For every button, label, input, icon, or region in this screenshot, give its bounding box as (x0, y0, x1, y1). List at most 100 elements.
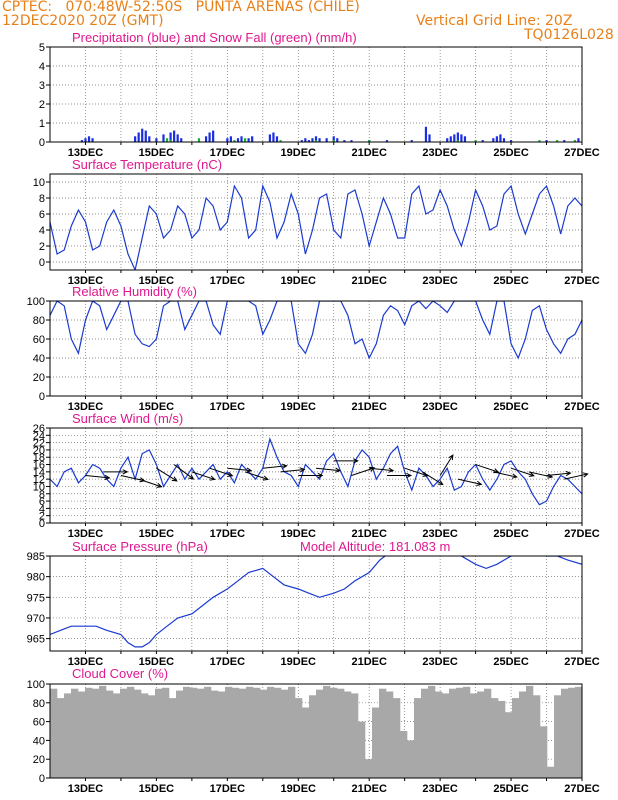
cloud-bar (442, 693, 450, 778)
pressure-title: Surface Pressure (hPa) (72, 539, 208, 554)
wind-xtick-label: 13DEC (68, 528, 104, 540)
wind-arrow (439, 454, 454, 476)
precip-bar (456, 132, 459, 142)
cloud-bar (526, 685, 534, 778)
cloud-bar (316, 689, 324, 778)
precip-panel: 0 1 2 3 4 5 13DEC 15DEC 17DEC 19DEC 21DEC 23DEC 25DE… (39, 30, 600, 159)
snow-bar (368, 140, 371, 142)
wind-arrow-shaft (85, 475, 110, 479)
wind-arrow-shaft (351, 467, 375, 476)
cloud-bar (106, 690, 114, 778)
wind-arrow-head (156, 482, 163, 488)
temp-frame (49, 173, 583, 271)
precip-bar (208, 132, 211, 142)
temp-ytick-label: 6 (39, 209, 45, 221)
cloud-bar (253, 687, 261, 778)
cloud-bar (218, 691, 226, 778)
precip-bar (343, 140, 346, 142)
wind-arrow-head (246, 467, 253, 473)
precip-xtick-label: 21DEC (351, 147, 387, 159)
cloud-title: Cloud Cover (%) (72, 666, 168, 681)
temp-xtick-label: 19DEC (281, 275, 317, 287)
precip-bar (91, 138, 94, 142)
cloud-bar (176, 690, 184, 778)
wind-arrow (227, 467, 253, 473)
wind-arrow (156, 467, 178, 482)
wind-arrow-shaft (439, 454, 454, 476)
wind-arrow (510, 467, 535, 477)
wind-arrow-head (262, 475, 269, 481)
temp-x-axis: 13DEC 15DEC 17DEC 19DEC 21DEC 23DEC 25DEC 27DEC (68, 270, 600, 287)
temp-xtick-label: 13DEC (68, 275, 104, 287)
wind-arrow (369, 467, 395, 473)
cloud-bar (470, 693, 478, 778)
wind-arrow-head (299, 467, 306, 473)
wind-arrow (546, 470, 572, 477)
precip-bar (304, 138, 307, 142)
snow-bar (573, 140, 577, 142)
cloud-bar (575, 686, 583, 778)
wind-arrow-head (476, 480, 483, 486)
wind-ytick-label: 6 (39, 496, 45, 508)
cloud-bar (372, 707, 380, 778)
wind-arrow (280, 467, 306, 473)
cloud-bar (57, 698, 65, 778)
precip-bar (577, 138, 580, 142)
temp-xtick-label: 23DEC (422, 275, 458, 287)
rh-grid (50, 301, 582, 396)
precip-bar (314, 136, 318, 142)
precip-series-1 (165, 138, 577, 142)
cloud-bar (323, 685, 331, 778)
precip-bar (236, 138, 240, 142)
rh-xtick-label: 17DEC (210, 401, 246, 413)
precip-y-axis: 0 1 2 3 4 5 (39, 42, 50, 149)
snow-bar (243, 138, 247, 142)
wind-arrow-head (335, 467, 342, 473)
precip-bar (410, 140, 413, 142)
cloud-bar (239, 688, 247, 778)
cloud-bar (554, 695, 562, 778)
cloud-bar (99, 685, 107, 778)
precip-bar (229, 136, 232, 142)
cloud-xtick-label: 21DEC (351, 783, 387, 795)
cloud-bar (78, 691, 86, 778)
precip-bar (148, 136, 151, 142)
precip-bar (180, 138, 183, 142)
rh-y-axis: 0 20 40 60 80 100 (27, 296, 50, 403)
temp-xtick-label: 17DEC (210, 275, 246, 287)
wind-xtick-label: 27DEC (564, 528, 600, 540)
temp-ytick-label: 10 (33, 177, 45, 189)
precip-ytick-label: 5 (39, 42, 45, 54)
cloud-bar (50, 688, 58, 778)
precip-bar (424, 126, 428, 142)
wind-title: Surface Wind (m/s) (72, 411, 183, 426)
cloud-bar (421, 688, 429, 778)
rh-xtick-label: 13DEC (68, 401, 104, 413)
precip-bar (453, 134, 456, 142)
cloud-x-axis: 13DEC 15DEC 17DEC 19DEC 21DEC 23DEC 25DEC 27DEC (68, 778, 600, 795)
cloud-bar (211, 690, 219, 778)
cloud-frame (49, 683, 583, 779)
cloud-bar (85, 687, 93, 778)
precip-bar (204, 136, 208, 142)
temp-xtick-label: 25DEC (493, 275, 529, 287)
precip-bar (350, 140, 353, 142)
pressure-ytick-label: 985 (27, 551, 45, 563)
precip-bar (226, 138, 229, 142)
snow-bar (165, 138, 169, 142)
temp-title: Surface Temperature (nC) (72, 157, 222, 172)
snow-bar (538, 140, 541, 142)
wind-ytick-label: 10 (33, 481, 45, 493)
temp-xtick-label: 27DEC (564, 275, 600, 287)
pressure-y-axis: 965 970 975 980 985 (27, 551, 50, 646)
wind-arrow (191, 471, 216, 481)
wind-arrow-head (511, 473, 518, 479)
wind-arrows (85, 454, 589, 488)
cloud-bar (260, 689, 268, 778)
cloud-xtick-label: 15DEC (139, 783, 175, 795)
cloud-bar (519, 691, 527, 778)
precip-bar (325, 138, 328, 142)
